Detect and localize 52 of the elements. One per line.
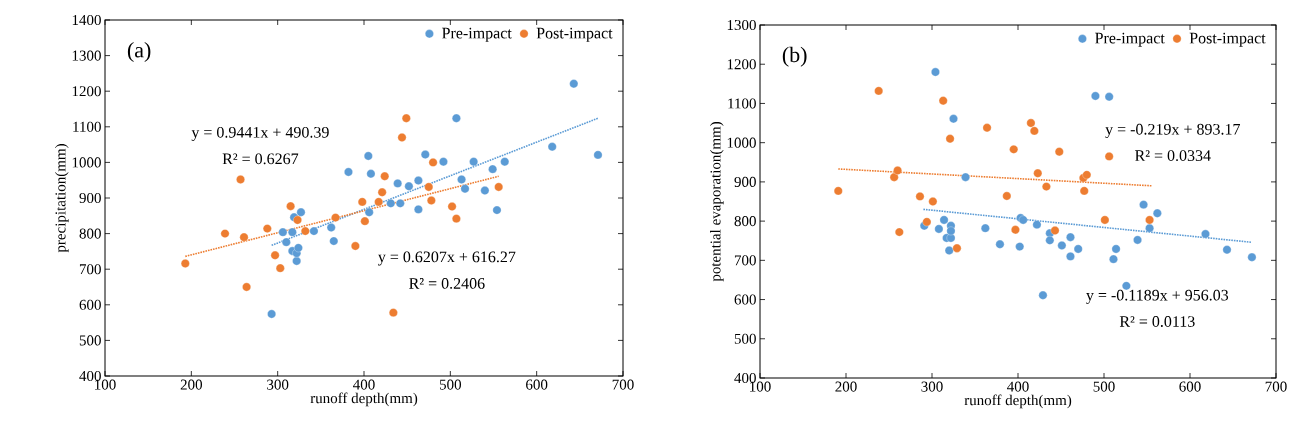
y-tick-label: 1300 (727, 19, 756, 31)
x-tick-label: 400 (353, 379, 375, 390)
x-tick-label: 400 (1007, 381, 1029, 392)
y-tick-label: 400 (79, 370, 101, 382)
x-tick-label: 700 (1265, 381, 1287, 392)
x-tick-label: 600 (1179, 381, 1201, 392)
y-tick-label: 500 (79, 335, 101, 346)
x-tick-label: 200 (180, 379, 203, 390)
y-tick-label: 500 (734, 333, 756, 344)
y-axis-title: potential evaporation(mm) (710, 121, 724, 282)
x-tick-label: 300 (921, 381, 943, 392)
annotation: (b) (782, 46, 807, 67)
y-tick-label: 1400 (72, 14, 101, 26)
y-axis-title: precipitation(mm) (55, 144, 69, 253)
y-tick-label: 1200 (72, 86, 101, 97)
annotation: y = -0.1189x + 956.03 (1086, 289, 1229, 304)
x-tick-label: 100 (95, 379, 116, 390)
y-tick-label: 900 (734, 176, 756, 187)
y-tick-label: 1000 (727, 137, 756, 148)
annotation: y = -0.219x + 893.17 (1105, 123, 1241, 138)
y-tick-label: 600 (79, 299, 101, 310)
y-tick-label: 700 (79, 264, 101, 275)
y-tick-label: 900 (79, 192, 101, 204)
legend-label: Pre-impact (442, 27, 512, 42)
x-axis-title: runoff depth(mm) (964, 394, 1072, 409)
y-tick-label: 1100 (73, 121, 101, 132)
x-axis-title: runoff depth(mm) (310, 392, 418, 407)
legend-label: Post-impact (1189, 32, 1266, 47)
y-tick-label: 600 (734, 294, 756, 305)
x-tick-label: 500 (439, 379, 462, 390)
annotation: R² = 0.2406 (409, 278, 485, 289)
legend-label: Post-impact (536, 27, 613, 42)
y-tick-label: 1000 (72, 157, 101, 168)
y-tick-label: 800 (79, 228, 101, 239)
x-tick-label: 300 (267, 379, 289, 390)
annotation: (a) (127, 42, 151, 63)
annotation: y = 0.6207x + 616.27 (378, 251, 516, 266)
annotation: R² = 0.0113 (1119, 316, 1195, 327)
annotation: y = 0.9441x + 490.39 (191, 126, 329, 141)
annotation: R² = 0.0334 (1135, 150, 1211, 162)
y-tick-label: 1200 (727, 59, 756, 70)
x-tick-label: 700 (612, 379, 634, 390)
annotation: R² = 0.6267 (222, 153, 299, 165)
x-tick-label: 600 (526, 379, 548, 390)
y-tick-label: 800 (734, 216, 756, 227)
x-tick-label: 100 (750, 381, 771, 392)
y-tick-label: 1100 (728, 98, 756, 109)
legend-label: Pre-impact (1095, 32, 1165, 47)
y-tick-label: 700 (734, 255, 756, 266)
x-tick-label: 200 (835, 381, 857, 392)
y-tick-label: 1300 (72, 50, 101, 61)
x-tick-label: 500 (1093, 381, 1115, 392)
